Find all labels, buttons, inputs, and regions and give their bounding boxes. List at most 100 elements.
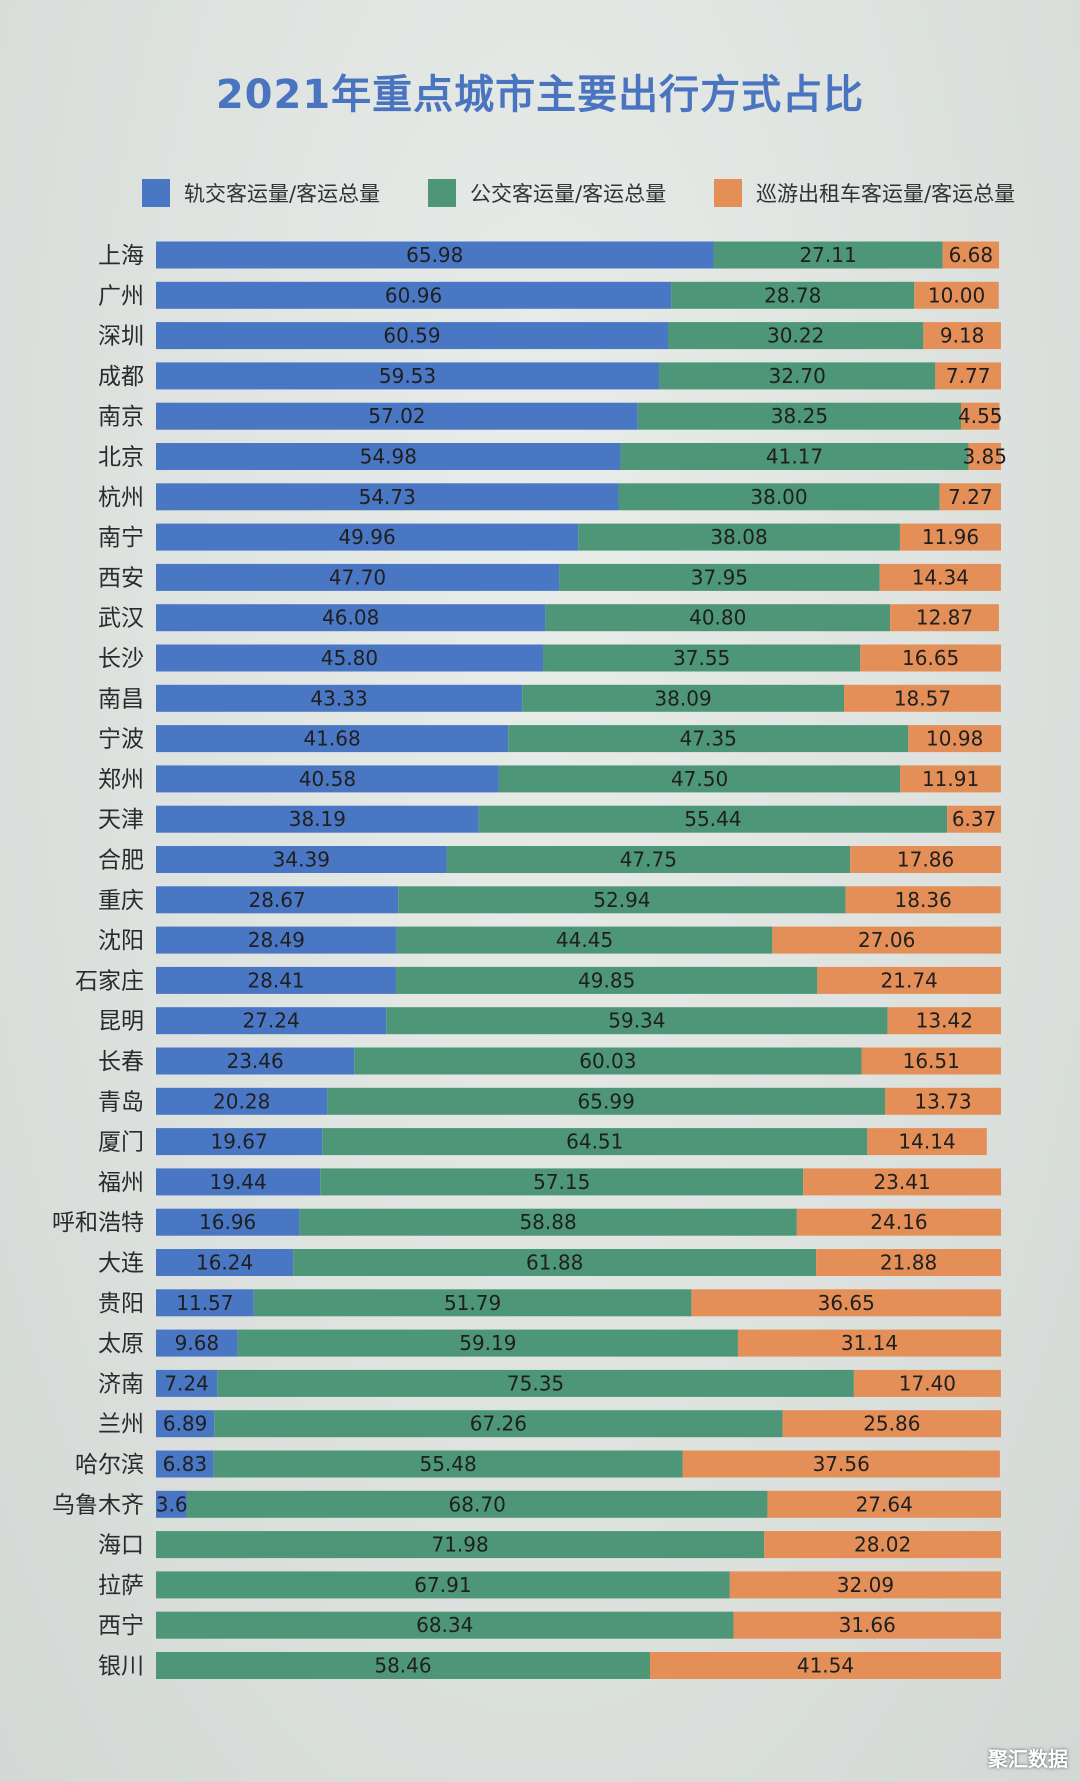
data-label-rail: 16.96: [199, 1210, 256, 1234]
bar-taxi: [843, 684, 1001, 712]
data-label-bus: 57.15: [533, 1170, 590, 1194]
legend-label-taxi: 巡游出租车客运量/客运总量: [756, 182, 1016, 206]
bar-taxi: [900, 765, 1001, 793]
bar-rail: [156, 1047, 355, 1075]
bar-bus: [620, 443, 969, 470]
bar-taxi: [737, 1329, 1002, 1357]
chart-title: 2021年重点城市主要出行方式占比: [215, 72, 865, 118]
bar-bus: [618, 483, 940, 511]
category-label: 太原: [98, 1331, 144, 1357]
data-label-bus: 40.80: [689, 606, 746, 630]
data-label-bus: 71.98: [431, 1533, 488, 1557]
data-label-rail: 16.24: [196, 1251, 253, 1275]
data-label-rail: 57.02: [368, 404, 425, 428]
bar-rail: [156, 281, 672, 309]
bar-taxi: [803, 1168, 1001, 1196]
data-label-bus: 59.19: [459, 1331, 516, 1355]
bar-taxi: [908, 725, 1002, 753]
data-label-bus: 58.88: [519, 1210, 576, 1234]
category-label: 南宁: [98, 525, 144, 551]
data-label-rail: 19.67: [210, 1130, 267, 1154]
bar-taxi: [853, 1369, 1001, 1397]
data-label-rail: 7.24: [164, 1371, 209, 1395]
data-label-taxi: 16.65: [902, 646, 959, 670]
data-label-taxi: 31.14: [841, 1331, 898, 1355]
bar-bus: [396, 926, 773, 954]
bar-bus: [253, 1289, 692, 1317]
data-label-bus: 75.35: [507, 1371, 564, 1395]
data-label-rail: 41.68: [303, 727, 360, 751]
bar-taxi: [850, 846, 1001, 873]
bar-bus: [156, 1652, 650, 1679]
bar-bus: [156, 1571, 730, 1599]
data-label-bus: 38.00: [750, 485, 807, 509]
bar-taxi: [860, 644, 1001, 672]
data-label-bus: 55.44: [684, 807, 741, 831]
legend-swatch-bus: [428, 179, 456, 207]
category-label: 北京: [98, 445, 144, 471]
data-label-rail: 38.19: [289, 807, 346, 831]
bar-bus: [478, 805, 948, 833]
bar-taxi: [887, 1007, 1001, 1035]
data-label-bus: 44.45: [556, 928, 613, 952]
data-label-bus: 30.22: [767, 324, 824, 348]
data-label-bus: 37.55: [673, 646, 730, 670]
category-label: 西安: [98, 565, 144, 591]
data-label-rail: 19.44: [210, 1170, 267, 1194]
data-label-taxi: 28.02: [854, 1533, 911, 1557]
bar-rail: [156, 241, 714, 269]
data-label-taxi: 12.87: [916, 606, 973, 630]
bar-bus: [214, 1410, 783, 1438]
bar-taxi: [939, 483, 1001, 511]
data-label-rail: 46.08: [322, 606, 379, 630]
data-label-taxi: 31.66: [839, 1613, 896, 1637]
data-label-taxi: 10.98: [926, 727, 983, 751]
bar-bus: [498, 765, 901, 793]
legend-swatch-taxi: [714, 179, 742, 207]
bar-rail: [156, 846, 447, 873]
legend-label-rail: 轨交客运量/客运总量: [184, 182, 381, 206]
bar-bus: [559, 563, 880, 591]
data-label-bus: 38.08: [710, 525, 767, 549]
data-label-bus: 65.99: [578, 1089, 635, 1113]
legend-item-bus: 公交客运量/客运总量: [428, 178, 666, 208]
bar-bus: [156, 1531, 765, 1559]
legend-swatch-rail: [142, 179, 170, 207]
category-label: 广州: [98, 283, 144, 309]
category-label: 大连: [98, 1251, 144, 1277]
data-label-taxi: 17.40: [899, 1371, 956, 1395]
bar-taxi: [764, 1531, 1001, 1559]
bar-taxi: [733, 1611, 1001, 1639]
data-label-bus: 67.91: [414, 1573, 471, 1597]
data-label-bus: 28.78: [764, 283, 821, 307]
category-label: 长春: [98, 1049, 144, 1075]
data-label-taxi: 23.41: [873, 1170, 930, 1194]
bar-taxi: [649, 1652, 1001, 1679]
legend-item-taxi: 巡游出租车客运量/客运总量: [714, 178, 1015, 208]
data-label-bus: 47.50: [671, 767, 728, 791]
bar-rail: [156, 644, 544, 672]
data-label-rail: 6.83: [163, 1452, 208, 1476]
data-label-taxi: 41.54: [797, 1654, 854, 1678]
data-label-taxi: 27.06: [858, 928, 915, 952]
bar-taxi: [968, 443, 1001, 470]
data-label-taxi: 21.74: [881, 968, 938, 992]
category-label: 沈阳: [98, 928, 144, 954]
category-label: 合肥: [98, 848, 144, 874]
bar-bus: [322, 1128, 868, 1156]
data-label-bus: 67.26: [470, 1412, 527, 1436]
data-label-bus: 38.09: [654, 686, 711, 710]
bar-bus: [156, 1611, 734, 1639]
bar-rail: [156, 1289, 254, 1317]
bar-rail: [156, 765, 499, 793]
bar-rail: [156, 684, 523, 712]
category-label: 西宁: [98, 1613, 144, 1639]
data-label-rail: 47.70: [329, 565, 386, 589]
category-label: 石家庄: [75, 968, 144, 994]
bar-taxi: [890, 604, 999, 632]
bar-taxi: [867, 1128, 987, 1156]
category-label: 深圳: [98, 324, 144, 350]
bar-taxi: [845, 886, 1001, 914]
bar-bus: [659, 362, 936, 390]
bar-bus: [637, 402, 962, 430]
